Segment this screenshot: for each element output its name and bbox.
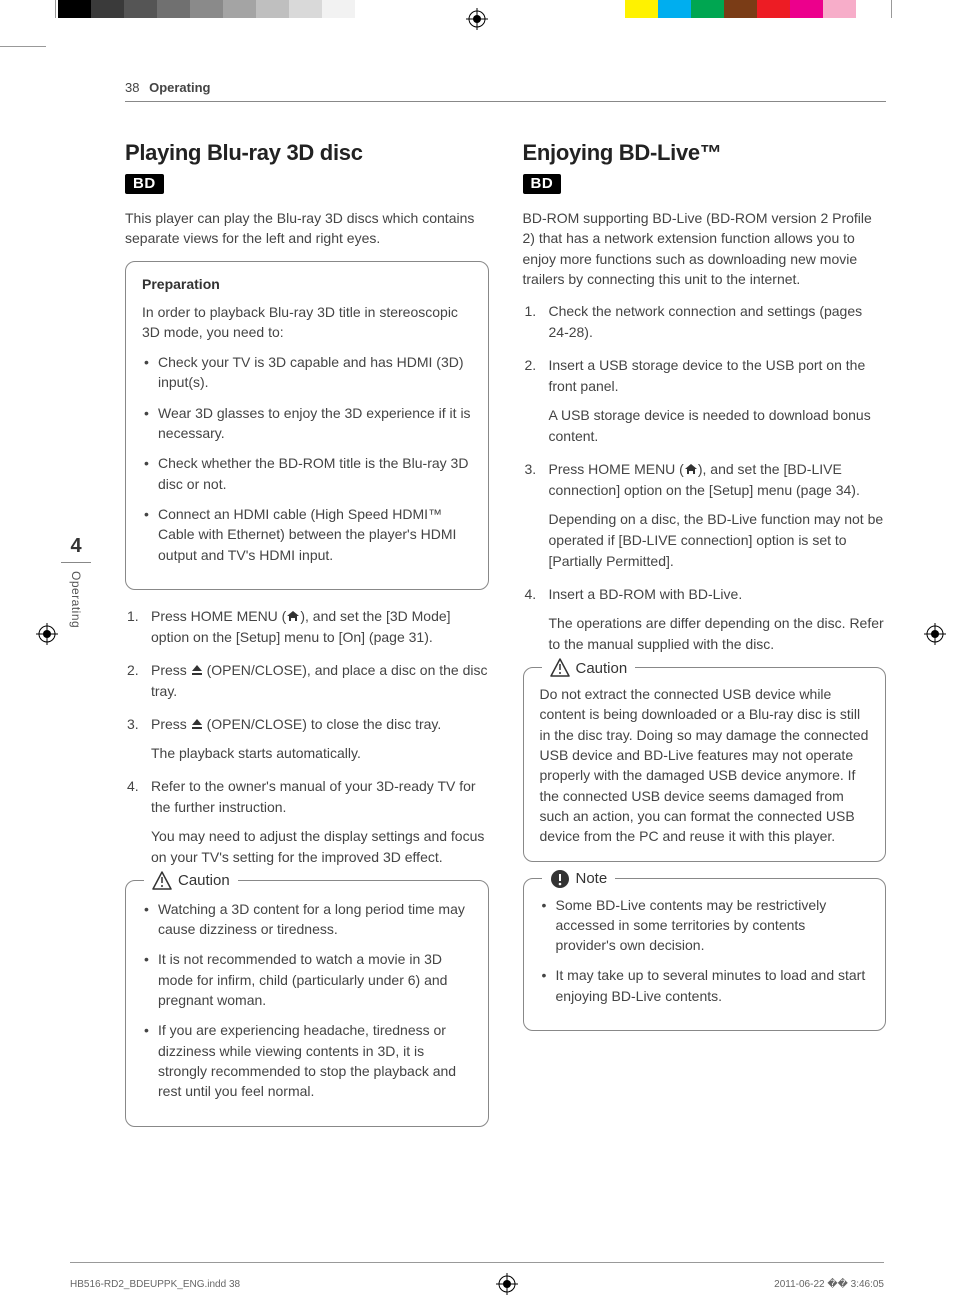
chapter-label: Operating [69,571,83,628]
swatch [289,0,322,18]
list-item: Press (OPEN/CLOSE), and place a disc on … [125,660,489,702]
list-item: Check your TV is 3D capable and has HDMI… [142,352,472,393]
registration-mark-left [36,623,58,645]
swatch [58,0,91,18]
registration-mark-top [466,8,488,30]
footer-date: 2011-06-22 �� 3:46:05 [774,1279,884,1290]
swatch [355,0,388,18]
swatch [322,0,355,18]
swatch [124,0,157,18]
list-item: Watching a 3D content for a long period … [142,899,472,940]
home-icon [286,607,300,619]
list-item: Connect an HDMI cable (High Speed HDMI™ … [142,504,472,565]
eject-icon [191,661,203,673]
left-column: Playing Blu-ray 3D disc BD This player c… [125,140,489,1143]
steps-list-bdlive: Check the network connection and setting… [523,301,887,655]
list-item: It may take up to several minutes to loa… [540,965,870,1006]
step-sub: A USB storage device is needed to downlo… [549,405,887,447]
page-header: 38 Operating [125,80,886,102]
swatch [856,0,889,18]
registration-mark-right [924,623,946,645]
preparation-heading: Preparation [142,276,472,292]
steps-list-3d: Press HOME MENU (), and set the [3D Mode… [125,606,489,868]
crop-line [891,0,892,18]
section-name: Operating [149,80,210,95]
colorbar-right [625,0,889,18]
caution-list-3d: Watching a 3D content for a long period … [142,899,472,1102]
step-sub: The playback starts automatically. [151,743,489,764]
caution-box-bdlive: Caution Do not extract the connected USB… [523,667,887,861]
intro-bdlive: BD-ROM supporting BD-Live (BD-ROM versio… [523,208,887,289]
caution-legend: Caution [144,871,238,891]
preparation-list: Check your TV is 3D capable and has HDMI… [142,352,472,565]
list-item: Press HOME MENU (), and set the [BD-LIVE… [523,459,887,572]
swatch [823,0,856,18]
list-item: Check the network connection and setting… [523,301,887,343]
section-title-3d: Playing Blu-ray 3D disc [125,140,489,166]
list-item: Some BD-Live contents may be restrictive… [540,895,870,956]
swatch [91,0,124,18]
caution-label: Caution [178,872,230,889]
caution-box-3d: Caution Watching a 3D content for a long… [125,880,489,1127]
footer-file: HB516-RD2_BDEUPPK_ENG.indd 38 [70,1279,240,1290]
right-column: Enjoying BD-Live™ BD BD-ROM supporting B… [523,140,887,1143]
list-item: Check whether the BD-ROM title is the Bl… [142,453,472,494]
chapter-number: 4 [61,535,91,563]
page-content: 4 Operating 38 Operating Playing Blu-ray… [125,80,886,1255]
preparation-lead: In order to playback Blu-ray 3D title in… [142,302,472,343]
list-item: It is not recommended to watch a movie i… [142,949,472,1010]
preparation-box: Preparation In order to playback Blu-ray… [125,261,489,590]
list-item: Wear 3D glasses to enjoy the 3D experien… [142,403,472,444]
section-title-bdlive: Enjoying BD-Live™ [523,140,887,166]
bd-badge: BD [125,174,164,194]
intro-3d: This player can play the Blu-ray 3D disc… [125,208,489,249]
page-footer: HB516-RD2_BDEUPPK_ENG.indd 38 2011-06-22… [70,1262,884,1295]
step-sub: The operations are differ depending on t… [549,613,887,655]
swatch [790,0,823,18]
note-box: Note Some BD-Live contents may be restri… [523,878,887,1031]
swatch [625,0,658,18]
eject-icon [191,715,203,727]
registration-mark-bottom [496,1273,518,1295]
caution-icon [550,658,570,678]
swatch [691,0,724,18]
swatch [190,0,223,18]
crop-line [55,0,56,18]
list-item: Press (OPEN/CLOSE) to close the disc tra… [125,714,489,764]
list-item: Insert a USB storage device to the USB p… [523,355,887,447]
caution-label: Caution [576,660,628,677]
note-icon [550,869,570,889]
colorbar-left [58,0,388,18]
step-sub: Depending on a disc, the BD-Live functio… [549,509,887,572]
swatch [157,0,190,18]
note-list: Some BD-Live contents may be restrictive… [540,895,870,1006]
home-icon [684,460,698,472]
list-item: Insert a BD-ROM with BD-Live.The operati… [523,584,887,655]
list-item: If you are experiencing headache, tiredn… [142,1020,472,1101]
swatch [256,0,289,18]
crop-line [0,46,46,47]
chapter-tab: 4 Operating [61,535,91,628]
list-item: Refer to the owner's manual of your 3D-r… [125,776,489,868]
caution-legend: Caution [542,658,636,678]
swatch [658,0,691,18]
note-label: Note [576,870,608,887]
caution-icon [152,871,172,891]
list-item: Press HOME MENU (), and set the [3D Mode… [125,606,489,648]
step-sub: You may need to adjust the display setti… [151,826,489,868]
swatch [223,0,256,18]
caution-text-bdlive: Do not extract the connected USB device … [540,684,870,846]
note-legend: Note [542,869,616,889]
bd-badge: BD [523,174,562,194]
page-number: 38 [125,80,139,95]
swatch [724,0,757,18]
swatch [757,0,790,18]
